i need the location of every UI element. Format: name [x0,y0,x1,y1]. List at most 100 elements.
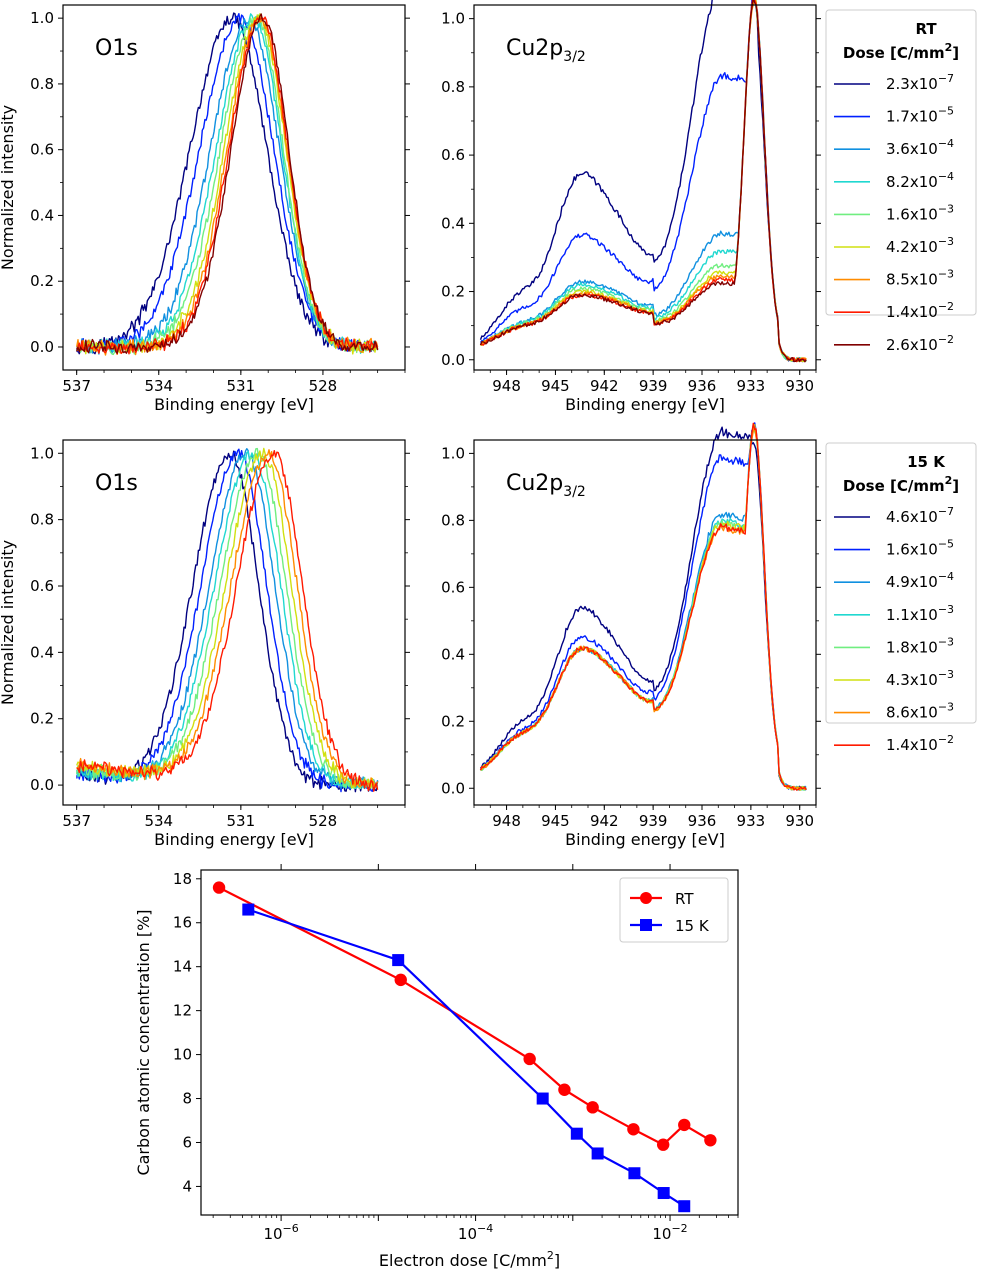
data-point-RT [558,1083,571,1096]
x-axis-label: Binding energy [eV] [565,395,725,414]
legend-entry-mantissa: 8.2x10 [886,173,938,191]
legend-entry-mantissa: 1.4x10 [886,303,938,321]
x-tick-label: 537 [62,812,91,830]
legend-entry-exponent: −4 [938,137,954,150]
y-tick-label: 16 [173,914,192,932]
legend-entry-mantissa: 8.6x10 [886,704,938,722]
data-point-RT [678,1118,691,1132]
legend-entry-mantissa: 4.2x10 [886,238,938,256]
series-line-1.8x10-3 [76,447,379,790]
legend-entry: 1.7x10−5 [886,105,954,126]
panel-annotation-sub: 3/2 [563,49,586,65]
dose-frame [200,869,739,1216]
legend-entry-exponent: −3 [938,235,954,248]
x-tick-label-exp: −6 [283,1222,299,1235]
y-tick-label: 0.0 [30,338,54,356]
x-tick-label: 930 [785,812,814,830]
legend-entry-exponent: −3 [938,635,954,648]
legend-entry-exponent: −3 [938,668,954,681]
y-tick-label: 1.0 [441,444,465,462]
legend-entry-exponent: −3 [938,268,954,281]
data-point-RT [586,1101,599,1114]
panel-top-right: 948 945 942 939 936 933 930 0.0 0.2 0.4 0.6 0.8 1.0 B… [441,0,821,414]
legend-entry-exponent: −2 [938,333,954,346]
legend-entry-mantissa: 8.5x10 [886,271,938,289]
series-line-4.3x10-3 [76,447,379,790]
legend-entry: 1.1x10−3 [886,603,954,624]
y-tick-label: 8 [182,1090,192,1108]
legend-marker [640,892,652,904]
legend-entry-mantissa: 1.1x10 [886,606,938,624]
legend-subtitle-exp: 2 [945,474,953,487]
panel-annotation-sub: 3/2 [563,484,586,500]
data-point-RT [656,1138,670,1151]
y-tick-label: 14 [173,958,192,976]
y-tick-label: 0.4 [30,206,54,224]
data-point-15 K [657,1187,670,1200]
series-line-15 K [247,908,685,1208]
series-line-2.3x10-7 [76,12,378,355]
y-tick-label: 4 [182,1177,192,1195]
x-tick-label: 10−6 [263,1222,298,1243]
y-tick-label: 0.0 [441,779,465,797]
legend-frame [825,442,977,724]
x-axis-label-exp: 2 [547,1249,554,1262]
y-tick-label: 0.4 [30,643,54,661]
legend-entry: 8.6x10−3 [886,701,954,722]
legend-entry-exponent: −3 [938,701,954,714]
x-tick-label: 528 [309,377,338,395]
y-tick-label: 6 [182,1133,192,1151]
legend-entry: 1.8x10−3 [886,635,954,656]
y-tick-label: 0.4 [441,214,465,232]
panel-annotation-main: Cu2p [506,36,563,61]
x-axis-label: Binding energy [eV] [154,830,314,849]
series-line-8.2x10-4 [76,13,379,354]
x-tick-label: 531 [227,812,256,830]
legend-k15: 15 K Dose [C/mm2] 4.6x10−7 1.6x10−5 4.9x10−4… [825,442,977,754]
y-tick-label: 0.6 [441,146,465,164]
y-tick-label: 0.2 [30,272,54,290]
legend-label: 15 K [675,917,710,935]
series-line-2.6x10-2 [479,0,807,363]
x-axis-label: Binding energy [eV] [565,830,725,849]
legend-subtitle-exp: 2 [945,41,953,54]
series-line-4.2x10-3 [76,13,379,355]
panel-annotation: Cu2p3/2 [506,471,586,500]
legend-entry-mantissa: 2.6x10 [886,336,938,354]
y-axis-label: Normalized intensity [0,105,17,270]
legend-title: 15 K [907,453,946,471]
panel-middle-right: 948 945 942 939 936 933 930 0.0 0.2 0.4 0.6 0.8 1.0 B… [441,422,821,849]
legend-entry-mantissa: 1.6x10 [886,541,938,559]
legend-entry-mantissa: 1.8x10 [886,638,938,656]
legend-entry: 3.6x10−4 [886,137,954,158]
panel-annotation: O1s [95,471,138,496]
y-tick-label: 1.0 [441,10,465,28]
legend-entry: 2.3x10−7 [886,72,954,93]
x-axis-label-base: Electron dose [C/mm [379,1251,547,1270]
x-tick-label: 939 [639,812,668,830]
y-tick-label: 10 [173,1046,192,1064]
series-line-1.6x10-5 [76,448,378,793]
dose-legend-frame [619,877,729,943]
y-tick-label: 0.4 [441,645,465,663]
x-tick-label: 933 [737,377,766,395]
panel-top-left: 537 534 531 528 0.0 0.2 0.4 0.6 0.8 1.0 Binding en… [0,4,410,414]
x-axis-label: Electron dose [C/mm2] [379,1249,560,1270]
y-tick-label: 18 [173,870,192,888]
y-tick-label: 12 [173,1002,192,1020]
top-right-frame [473,4,817,371]
y-tick-label: 1.0 [30,444,54,462]
data-point-RT [627,1123,640,1136]
legend-entry-exponent: −2 [938,300,954,313]
legend-subtitle-base: Dose [C/mm [843,44,945,62]
legend-entry: 1.6x10−5 [886,538,954,559]
x-tick-label-base: 10 [652,1225,671,1243]
x-tick-label-base: 10 [458,1225,477,1243]
panel-annotation: Cu2p3/2 [506,36,586,65]
legend-entry-mantissa: 1.7x10 [886,108,938,126]
y-tick-label: 0.8 [441,78,465,96]
data-point-RT [523,1052,536,1066]
data-point-15 K [591,1147,604,1160]
series-line-1.7x10-5 [479,0,807,363]
